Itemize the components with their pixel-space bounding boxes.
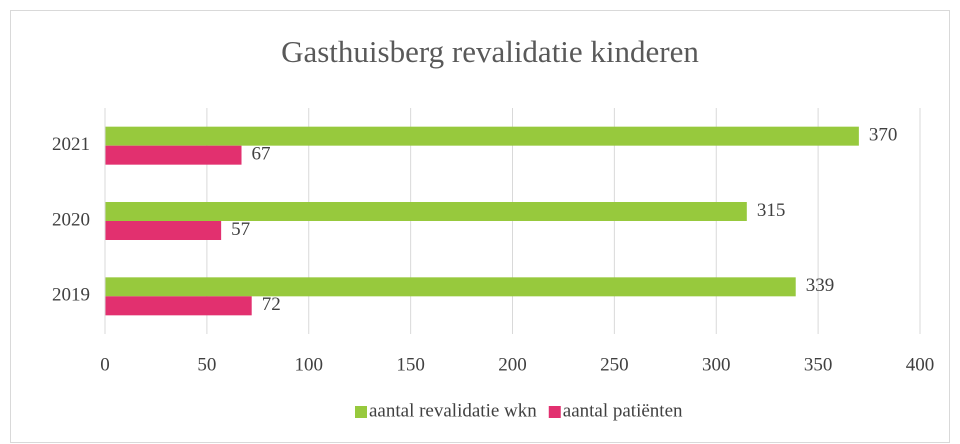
x-tick-label: 400 <box>906 354 935 375</box>
x-tick-label: 50 <box>197 354 216 375</box>
bar <box>105 145 242 165</box>
x-tick-label: 200 <box>498 354 527 375</box>
data-label: 339 <box>806 275 835 296</box>
chart-title: Gasthuisberg revalidatie kinderen <box>281 34 699 69</box>
bar <box>105 126 859 146</box>
y-tick-label: 2019 <box>52 285 90 306</box>
data-label: 67 <box>252 144 271 165</box>
legend-swatch <box>548 406 561 418</box>
legend-label: aantal patiënten <box>563 400 683 421</box>
data-label: 72 <box>262 294 281 315</box>
bar <box>105 202 747 221</box>
bar <box>105 277 796 297</box>
x-tick-label: 250 <box>600 354 629 375</box>
x-tick-label: 300 <box>702 354 731 375</box>
x-tick-label: 0 <box>100 354 110 375</box>
x-tick-label: 150 <box>396 354 425 375</box>
x-tick-label: 100 <box>295 354 324 375</box>
y-tick-label: 2020 <box>52 209 90 230</box>
x-tick-label: 350 <box>804 354 833 375</box>
bar <box>105 221 222 240</box>
y-tick-label: 2021 <box>52 134 90 155</box>
bar <box>105 296 252 316</box>
legend-swatch <box>355 406 367 418</box>
data-label: 57 <box>231 219 250 240</box>
data-label: 370 <box>869 125 898 146</box>
data-label: 315 <box>757 200 786 221</box>
legend-label: aantal revalidatie wkn <box>369 400 537 421</box>
